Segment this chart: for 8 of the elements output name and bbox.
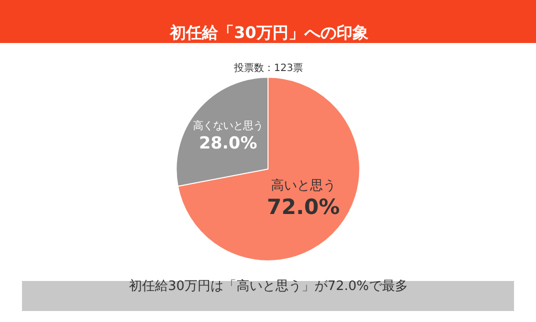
slice-label: 高いと思う [270,177,336,194]
data-label: 72.0% [266,195,340,220]
data-label: 28.0% [199,132,258,153]
text: 初任給30万円は「高いと思う」が72.0%で最多 [129,278,408,294]
chart-subtitle: 投票数：123票 [233,62,304,74]
pie-slice [177,76,360,262]
chart-title: 初任給「30万円」への印象 [169,23,368,42]
slice-label: 高くないと思う [193,120,264,132]
